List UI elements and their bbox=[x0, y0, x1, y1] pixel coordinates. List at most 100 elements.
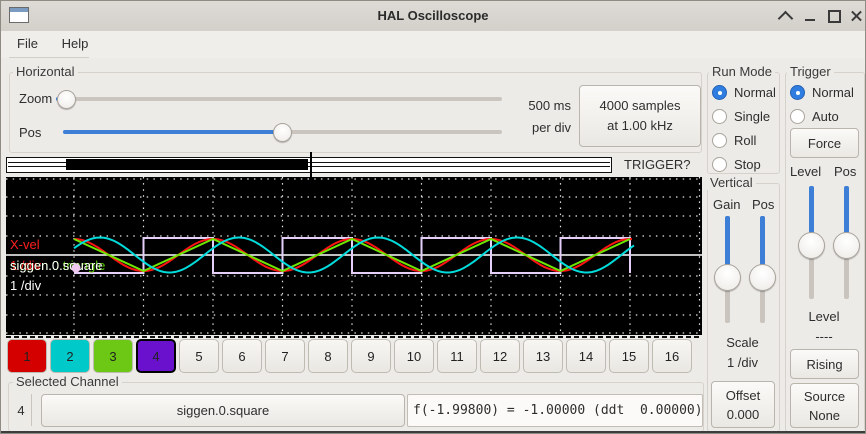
menu-bar: File Help bbox=[1, 31, 865, 58]
vertical-scale-label: Scale bbox=[726, 335, 759, 350]
trigger-level-value: ---- bbox=[815, 329, 833, 344]
channel-source-button[interactable]: siggen.0.square bbox=[41, 394, 405, 427]
trigger-status: TRIGGER? bbox=[624, 157, 691, 172]
trigger-radios: Normal Auto bbox=[790, 85, 854, 133]
radio-label: Roll bbox=[734, 133, 757, 148]
scope-label: siggen.0.triangle bbox=[10, 258, 105, 273]
samples-button[interactable]: 4000 samples at 1.00 kHz bbox=[579, 85, 701, 147]
channel-button-16[interactable]: 16 bbox=[652, 339, 692, 373]
horizontal-frame-label: Horizontal bbox=[13, 65, 78, 79]
radio-icon[interactable] bbox=[712, 157, 727, 172]
trace-ch2-sine bbox=[73, 236, 635, 274]
zoom-slider[interactable] bbox=[56, 97, 502, 101]
channel-button-4[interactable]: 4 bbox=[136, 339, 176, 373]
selected-channel-number: 4 bbox=[17, 403, 25, 418]
radio-icon[interactable] bbox=[790, 109, 805, 124]
minimize-button[interactable] bbox=[801, 8, 819, 24]
trigger-level-slider-handle[interactable] bbox=[798, 232, 825, 259]
maximize-icon bbox=[827, 9, 841, 23]
channel-button-2[interactable]: 2 bbox=[50, 339, 90, 373]
vertical-offset-button[interactable]: Offset 0.000 bbox=[711, 381, 775, 428]
window-bottom-edge bbox=[1, 431, 865, 433]
run-mode-radios: Normal Single Roll Stop bbox=[712, 85, 776, 181]
pos-slider-fill bbox=[63, 130, 283, 134]
radio-option-normal[interactable]: Normal bbox=[712, 85, 776, 100]
shade-button[interactable] bbox=[776, 8, 794, 26]
channel-button-5[interactable]: 5 bbox=[179, 339, 219, 373]
channel-row-dashes bbox=[6, 336, 702, 338]
trigger-level-slider-fill bbox=[809, 186, 814, 233]
vertical-pos-header: Pos bbox=[752, 197, 775, 212]
radio-icon[interactable] bbox=[790, 85, 805, 100]
radio-label: Normal bbox=[812, 85, 854, 100]
radio-label: Stop bbox=[734, 157, 761, 172]
minimize-icon bbox=[805, 18, 815, 21]
vertical-gain-slider-handle[interactable] bbox=[714, 264, 741, 291]
channel-button-3[interactable]: 3 bbox=[93, 339, 133, 373]
trace-ch3-triangle bbox=[73, 237, 631, 273]
record-trigger-tick bbox=[310, 152, 312, 178]
value-readout: f(-1.99800) = -1.00000 (ddt 0.00000) bbox=[407, 394, 703, 427]
channel-button-14[interactable]: 14 bbox=[566, 339, 606, 373]
zoom-slider-handle[interactable] bbox=[57, 90, 76, 109]
radio-label: Single bbox=[734, 109, 771, 124]
trigger-pos-header: Pos bbox=[834, 164, 857, 179]
radio-icon[interactable] bbox=[712, 133, 727, 148]
menu-help[interactable]: Help bbox=[61, 36, 89, 51]
shade-icon bbox=[777, 10, 793, 26]
radio-option-single[interactable]: Single bbox=[712, 109, 776, 124]
trigger-source-button[interactable]: Source None bbox=[790, 383, 859, 428]
channel-button-9[interactable]: 9 bbox=[351, 339, 391, 373]
trigger-pos-slider-handle[interactable] bbox=[833, 232, 860, 259]
force-button[interactable]: Force bbox=[790, 128, 859, 158]
channel-button-15[interactable]: 15 bbox=[609, 339, 649, 373]
trigger-frame-label: Trigger bbox=[787, 65, 834, 79]
radio-icon[interactable] bbox=[712, 109, 727, 124]
channel-button-13[interactable]: 13 bbox=[523, 339, 563, 373]
menu-file[interactable]: File bbox=[17, 36, 38, 51]
channel-button-7[interactable]: 7 bbox=[265, 339, 305, 373]
channel-button-6[interactable]: 6 bbox=[222, 339, 262, 373]
radio-option-stop[interactable]: Stop bbox=[712, 157, 776, 172]
title-bar[interactable]: HAL Oscilloscope bbox=[1, 1, 865, 32]
channel-button-12[interactable]: 12 bbox=[480, 339, 520, 373]
trigger-level-header: Level bbox=[790, 164, 822, 179]
close-icon bbox=[847, 8, 865, 24]
channel-button-11[interactable]: 11 bbox=[437, 339, 477, 373]
channel-button-1[interactable]: 1 bbox=[7, 339, 47, 373]
trigger-level-label: Level bbox=[808, 309, 840, 324]
pos-label: Pos bbox=[19, 125, 42, 140]
horizontal-frame bbox=[9, 72, 702, 153]
record-preview-window bbox=[66, 159, 308, 170]
vertical-frame-label: Vertical bbox=[707, 176, 756, 190]
scope-label: siggen.0.square bbox=[10, 258, 103, 273]
vertical-pos-slider-fill bbox=[760, 216, 765, 265]
scope-display[interactable]: X-vel 1 /div siggen.0.triangle siggen.0.squ… bbox=[6, 177, 702, 335]
record-preview-line bbox=[8, 166, 610, 167]
channel-position-marker[interactable] bbox=[71, 263, 81, 273]
vertical-gain-slider-fill bbox=[725, 216, 730, 265]
pos-slider-handle[interactable] bbox=[273, 123, 292, 142]
radio-option-roll[interactable]: Roll bbox=[712, 133, 776, 148]
vertical-pos-slider-handle[interactable] bbox=[749, 264, 776, 291]
channel-button-8[interactable]: 8 bbox=[308, 339, 348, 373]
selected-channel-frame-label: Selected Channel bbox=[13, 375, 122, 389]
rate-line2: per div bbox=[531, 120, 571, 135]
close-button[interactable] bbox=[847, 8, 865, 24]
scope-label: X-vel bbox=[10, 237, 40, 252]
radio-label: Normal bbox=[734, 85, 776, 100]
menu-underline bbox=[9, 57, 89, 58]
record-preview-line bbox=[8, 162, 610, 163]
radio-option-auto[interactable]: Auto bbox=[790, 109, 854, 124]
trigger-edge-button[interactable]: Rising bbox=[790, 349, 859, 379]
radio-icon[interactable] bbox=[712, 85, 727, 100]
zoom-label: Zoom bbox=[19, 91, 53, 106]
channel-button-10[interactable]: 10 bbox=[394, 339, 434, 373]
selected-channel-divider bbox=[31, 394, 32, 426]
vertical-scale-value: 1 /div bbox=[726, 355, 759, 370]
window-title: HAL Oscilloscope bbox=[377, 8, 489, 23]
trigger-pos-slider-fill bbox=[844, 186, 849, 233]
radio-option-normal[interactable]: Normal bbox=[790, 85, 854, 100]
maximize-button[interactable] bbox=[825, 8, 843, 24]
